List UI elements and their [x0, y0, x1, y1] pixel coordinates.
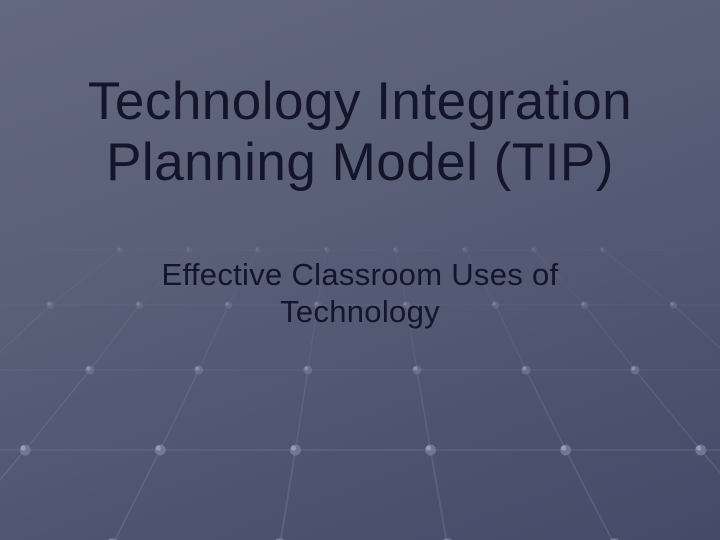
subtitle-line-2: Technology [280, 294, 440, 329]
title-line-1: Technology Integration [88, 72, 632, 131]
title-line-2: Planning Model (TIP) [106, 133, 614, 192]
slide-content: Technology Integration Planning Model (T… [0, 0, 720, 330]
slide-title: Technology Integration Planning Model (T… [0, 72, 720, 194]
slide-subtitle: Effective Classroom Uses of Technology [0, 256, 720, 330]
subtitle-line-1: Effective Classroom Uses of [162, 257, 559, 292]
slide: Technology Integration Planning Model (T… [0, 0, 720, 540]
